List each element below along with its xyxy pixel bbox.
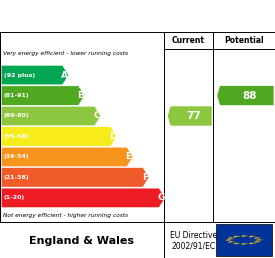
Polygon shape — [217, 86, 274, 105]
Polygon shape — [232, 243, 241, 244]
Text: EU Directive
2002/91/EC: EU Directive 2002/91/EC — [170, 231, 218, 250]
Polygon shape — [240, 235, 248, 237]
Polygon shape — [1, 147, 133, 167]
Text: E: E — [126, 152, 132, 162]
Text: (81-91): (81-91) — [4, 93, 29, 98]
Polygon shape — [255, 239, 263, 241]
Polygon shape — [1, 106, 101, 126]
Polygon shape — [227, 241, 235, 243]
Text: Potential: Potential — [224, 36, 264, 45]
Polygon shape — [248, 236, 256, 238]
Polygon shape — [168, 106, 212, 126]
Text: 77: 77 — [186, 111, 201, 121]
Text: Current: Current — [172, 36, 205, 45]
Polygon shape — [1, 188, 165, 207]
Text: D: D — [109, 132, 116, 141]
Polygon shape — [253, 237, 261, 239]
Polygon shape — [227, 237, 235, 239]
Text: C: C — [93, 111, 100, 120]
Text: (55-68): (55-68) — [4, 134, 29, 139]
Text: (39-54): (39-54) — [4, 154, 29, 159]
Polygon shape — [240, 243, 248, 245]
Text: B: B — [77, 91, 84, 100]
Text: A: A — [61, 71, 68, 79]
Text: G: G — [157, 193, 164, 202]
Text: England & Wales: England & Wales — [29, 236, 134, 246]
Text: Energy Efficiency Rating: Energy Efficiency Rating — [8, 10, 192, 23]
Polygon shape — [253, 241, 261, 243]
Text: F: F — [142, 173, 148, 182]
Polygon shape — [248, 243, 256, 244]
Polygon shape — [225, 239, 233, 241]
Text: (69-80): (69-80) — [4, 114, 29, 118]
Polygon shape — [1, 168, 149, 187]
Text: (92 plus): (92 plus) — [4, 72, 35, 78]
Polygon shape — [232, 236, 241, 238]
Text: (1-20): (1-20) — [4, 195, 25, 200]
Text: (21-38): (21-38) — [4, 175, 29, 180]
Text: Not energy efficient - higher running costs: Not energy efficient - higher running co… — [3, 213, 128, 218]
Text: Very energy efficient - lower running costs: Very energy efficient - lower running co… — [3, 51, 128, 56]
FancyBboxPatch shape — [216, 224, 272, 256]
Polygon shape — [1, 66, 68, 85]
Polygon shape — [1, 127, 117, 146]
Polygon shape — [1, 86, 85, 105]
Text: 88: 88 — [242, 91, 257, 101]
